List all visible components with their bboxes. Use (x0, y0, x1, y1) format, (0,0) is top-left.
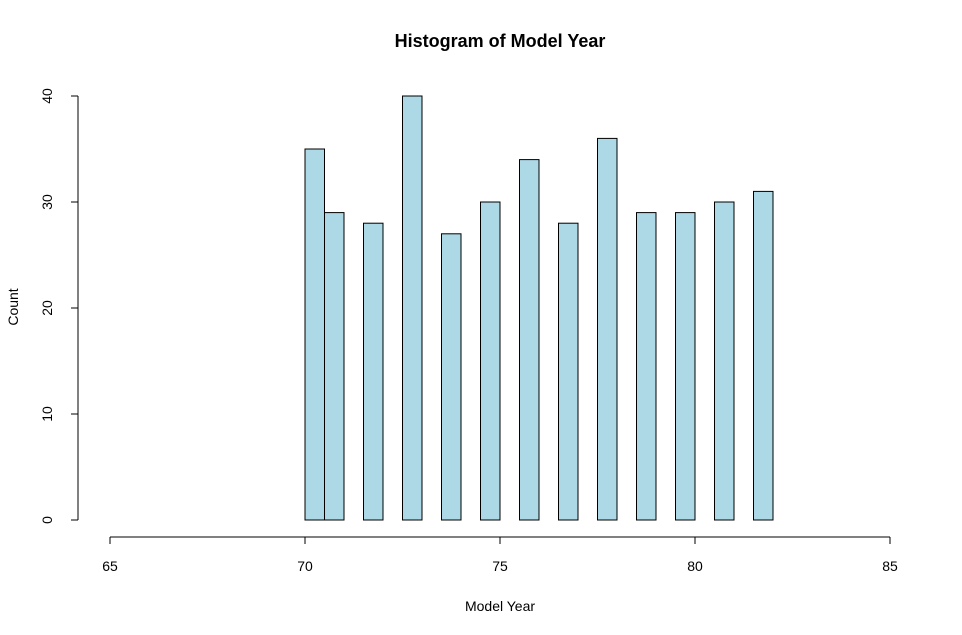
histogram-bar (675, 212, 696, 521)
y-tick-label: 20 (39, 300, 55, 316)
x-tick-label: 80 (687, 558, 703, 574)
histogram-bar (441, 233, 462, 521)
histogram-bar (558, 222, 579, 521)
y-axis-label: Count (5, 288, 21, 325)
x-axis-label: Model Year (465, 598, 535, 614)
x-tick-label: 75 (492, 558, 508, 574)
bars-group (304, 95, 774, 521)
y-axis: 0 10 20 30 40 (39, 88, 79, 524)
histogram-bar (597, 137, 618, 521)
histogram-bar (519, 159, 540, 521)
y-tick-label: 0 (39, 516, 55, 524)
x-tick-label: 65 (102, 558, 118, 574)
chart-title: Histogram of Model Year (395, 31, 606, 51)
histogram-bar (363, 222, 384, 521)
y-tick-label: 10 (39, 406, 55, 422)
histogram-bar (402, 95, 423, 521)
x-tick-label: 85 (882, 558, 898, 574)
x-axis: 65 70 75 80 85 (102, 536, 898, 574)
histogram-bar (714, 201, 735, 521)
histogram-bar (636, 212, 657, 521)
histogram-bar (324, 212, 345, 521)
x-tick-label: 70 (297, 558, 313, 574)
histogram-bar (480, 201, 501, 521)
y-tick-label: 30 (39, 194, 55, 210)
y-tick-label: 40 (39, 88, 55, 104)
histogram-bar (753, 190, 774, 521)
histogram-bar (304, 148, 325, 521)
